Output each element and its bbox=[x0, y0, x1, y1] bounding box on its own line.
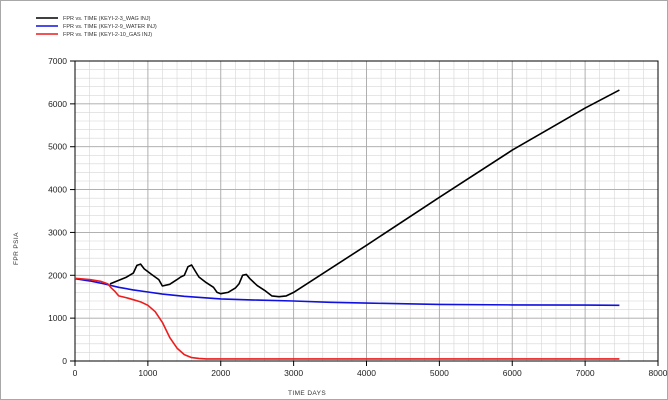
series-lines bbox=[74, 89, 620, 360]
x-tick-label: 2000 bbox=[211, 368, 230, 378]
series-line-3 bbox=[74, 277, 620, 360]
y-tick-label: 5000 bbox=[48, 142, 67, 152]
y-tick-label: 7000 bbox=[48, 56, 67, 66]
x-axis-label: TIME DAYS bbox=[288, 390, 326, 397]
legend: FPR vs. TIME (KEYI-2-3_WAG INJ) FPR vs. T… bbox=[36, 16, 157, 38]
axes: 0 1000 2000 3000 4000 5000 6000 7000 8000 0 1000 20… bbox=[48, 56, 668, 378]
legend-label-3: FPR vs. TIME (KEYI-2-10_GAS INJ) bbox=[63, 32, 152, 38]
x-tick-label: 5000 bbox=[430, 368, 449, 378]
y-tick-label: 4000 bbox=[48, 185, 67, 195]
x-tick-label: 1000 bbox=[138, 368, 157, 378]
y-tick-label: 6000 bbox=[48, 99, 67, 109]
y-tick-label: 0 bbox=[62, 356, 67, 366]
legend-label-2: FPR vs. TIME (KEYI-2-9_WATER INJ) bbox=[63, 24, 157, 30]
legend-label-1: FPR vs. TIME (KEYI-2-3_WAG INJ) bbox=[63, 16, 151, 22]
grid bbox=[74, 60, 659, 362]
x-tick-label: 8000 bbox=[649, 368, 668, 378]
x-tick-label: 7000 bbox=[576, 368, 595, 378]
y-tick-label: 1000 bbox=[48, 313, 67, 323]
x-tick-label: 6000 bbox=[503, 368, 522, 378]
series-line-1 bbox=[109, 89, 620, 298]
x-tick-label: 3000 bbox=[284, 368, 303, 378]
x-tick-label: 4000 bbox=[357, 368, 376, 378]
y-tick-label: 3000 bbox=[48, 227, 67, 237]
y-axis-label: FPR PSIA bbox=[13, 232, 20, 265]
series-line-2 bbox=[74, 277, 620, 307]
y-tick-label: 2000 bbox=[48, 270, 67, 280]
x-tick-label: 0 bbox=[73, 368, 78, 378]
